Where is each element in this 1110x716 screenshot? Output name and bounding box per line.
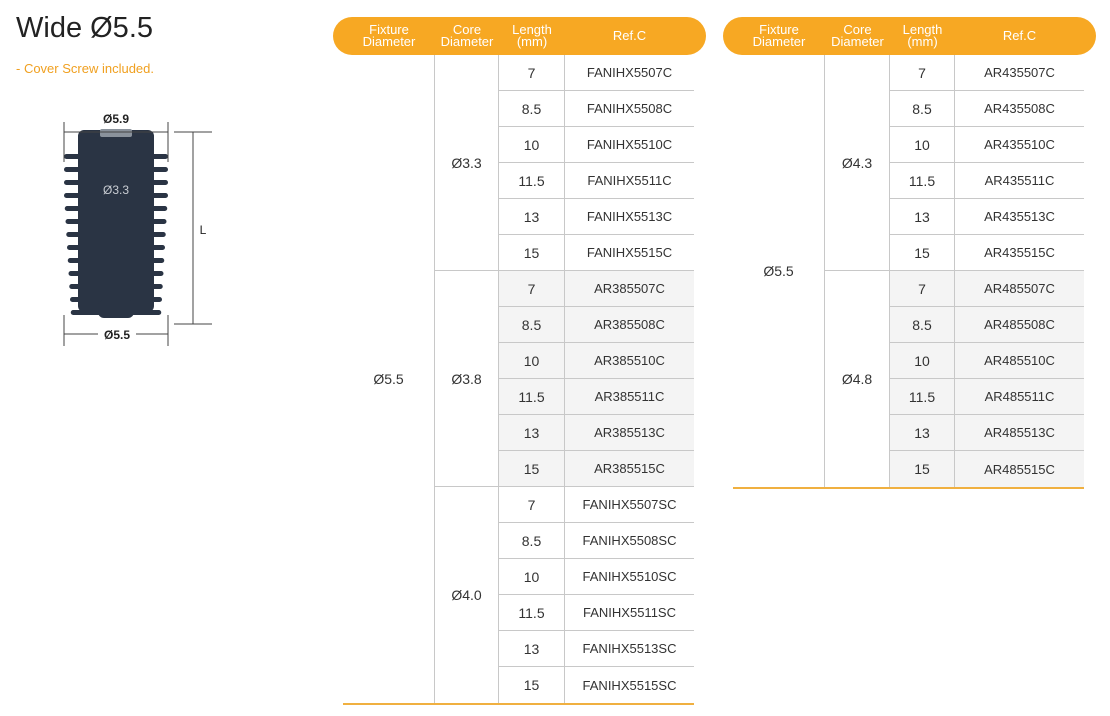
ref-cell: AR435508C	[955, 91, 1084, 127]
length-cell: 13	[499, 415, 565, 451]
title: Wide Ø5.5	[16, 12, 153, 44]
ref-cell: FANIHX5511SC	[565, 595, 694, 631]
length-cell: 8.5	[499, 523, 565, 559]
header-bar	[333, 17, 706, 55]
column-header: Core Diameter	[831, 22, 884, 49]
ref-cell: AR435507C	[955, 55, 1084, 91]
ref-cell: AR485511C	[955, 379, 1084, 415]
ref-cell: AR385507C	[565, 271, 694, 307]
length-cell: 11.5	[890, 379, 955, 415]
length-cell: 7	[890, 271, 955, 307]
length-cell: 13	[499, 631, 565, 667]
ref-cell: AR385513C	[565, 415, 694, 451]
length-cell: 13	[890, 415, 955, 451]
core-cell: Ø4.3	[825, 55, 890, 271]
length-cell: 10	[890, 127, 955, 163]
ref-cell: AR385508C	[565, 307, 694, 343]
length-cell: 15	[499, 235, 565, 271]
length-cell: 10	[499, 343, 565, 379]
ref-cell: FANIHX5508C	[565, 91, 694, 127]
ref-cell: FANIHX5510C	[565, 127, 694, 163]
top-diameter: Ø5.9	[103, 112, 129, 126]
ref-cell: FANIHX5507SC	[565, 487, 694, 523]
core-cell: Ø4.0	[435, 487, 499, 703]
ref-cell: FANIHX5515SC	[565, 667, 694, 703]
length-cell: 15	[499, 667, 565, 703]
fixture-cell: Ø5.5	[343, 55, 435, 703]
ref-cell: AR385511C	[565, 379, 694, 415]
length-cell: 10	[499, 127, 565, 163]
column-header: Ref.C	[612, 28, 647, 43]
ref-cell: FANIHX5513SC	[565, 631, 694, 667]
ref-cell: FANIHX5513C	[565, 199, 694, 235]
ref-cell: AR485515C	[955, 451, 1084, 487]
ref-cell: AR385510C	[565, 343, 694, 379]
length-cell: 7	[499, 487, 565, 523]
length-cell: 8.5	[890, 91, 955, 127]
length-cell: 10	[499, 559, 565, 595]
table-bottom-line	[343, 703, 694, 705]
length-cell: 11.5	[890, 163, 955, 199]
length-cell: 7	[499, 55, 565, 91]
length-cell: 7	[890, 55, 955, 91]
length-cell: 13	[499, 199, 565, 235]
note: - Cover Screw included.	[16, 61, 154, 76]
length-cell: 11.5	[499, 595, 565, 631]
length-cell: 10	[890, 343, 955, 379]
column-header: Ref.C	[1002, 28, 1037, 43]
column-header: Length (mm)	[512, 22, 552, 49]
core-diameter: Ø3.3	[103, 183, 129, 197]
implant-drawing: Ø5.9 Ø3.3 L Ø5.5	[63, 112, 212, 346]
length-label: L	[200, 223, 207, 237]
length-cell: 15	[890, 235, 955, 271]
ref-cell: FANIHX5511C	[565, 163, 694, 199]
core-cell: Ø3.8	[435, 271, 499, 487]
length-cell: 11.5	[499, 379, 565, 415]
column-header: Length (mm)	[902, 22, 943, 49]
column-header: Fixture Diameter	[752, 22, 806, 49]
ref-cell: AR485510C	[955, 343, 1084, 379]
length-cell: 8.5	[890, 307, 955, 343]
fixture-cell: Ø5.5	[733, 55, 825, 487]
ref-cell: FANIHX5507C	[565, 55, 694, 91]
ref-cell: FANIHX5515C	[565, 235, 694, 271]
length-cell: 7	[499, 271, 565, 307]
ref-cell: AR485513C	[955, 415, 1084, 451]
core-cell: Ø3.3	[435, 55, 499, 271]
column-header: Core Diameter	[440, 22, 494, 49]
bottom-diameter: Ø5.5	[104, 328, 130, 342]
ref-cell: FANIHX5508SC	[565, 523, 694, 559]
table-bottom-line	[733, 487, 1084, 489]
ref-cell: AR485507C	[955, 271, 1084, 307]
ref-cell: AR385515C	[565, 451, 694, 487]
ref-cell: AR485508C	[955, 307, 1084, 343]
length-cell: 11.5	[499, 163, 565, 199]
ref-cell: FANIHX5510SC	[565, 559, 694, 595]
ref-cell: AR435510C	[955, 127, 1084, 163]
ref-cell: AR435513C	[955, 199, 1084, 235]
length-cell: 13	[890, 199, 955, 235]
column-header: Fixture Diameter	[362, 22, 416, 49]
ref-cell: AR435515C	[955, 235, 1084, 271]
length-cell: 8.5	[499, 91, 565, 127]
length-cell: 15	[499, 451, 565, 487]
length-cell: 15	[890, 451, 955, 487]
ref-cell: AR435511C	[955, 163, 1084, 199]
length-cell: 8.5	[499, 307, 565, 343]
core-cell: Ø4.8	[825, 271, 890, 487]
header-bar	[723, 17, 1096, 55]
